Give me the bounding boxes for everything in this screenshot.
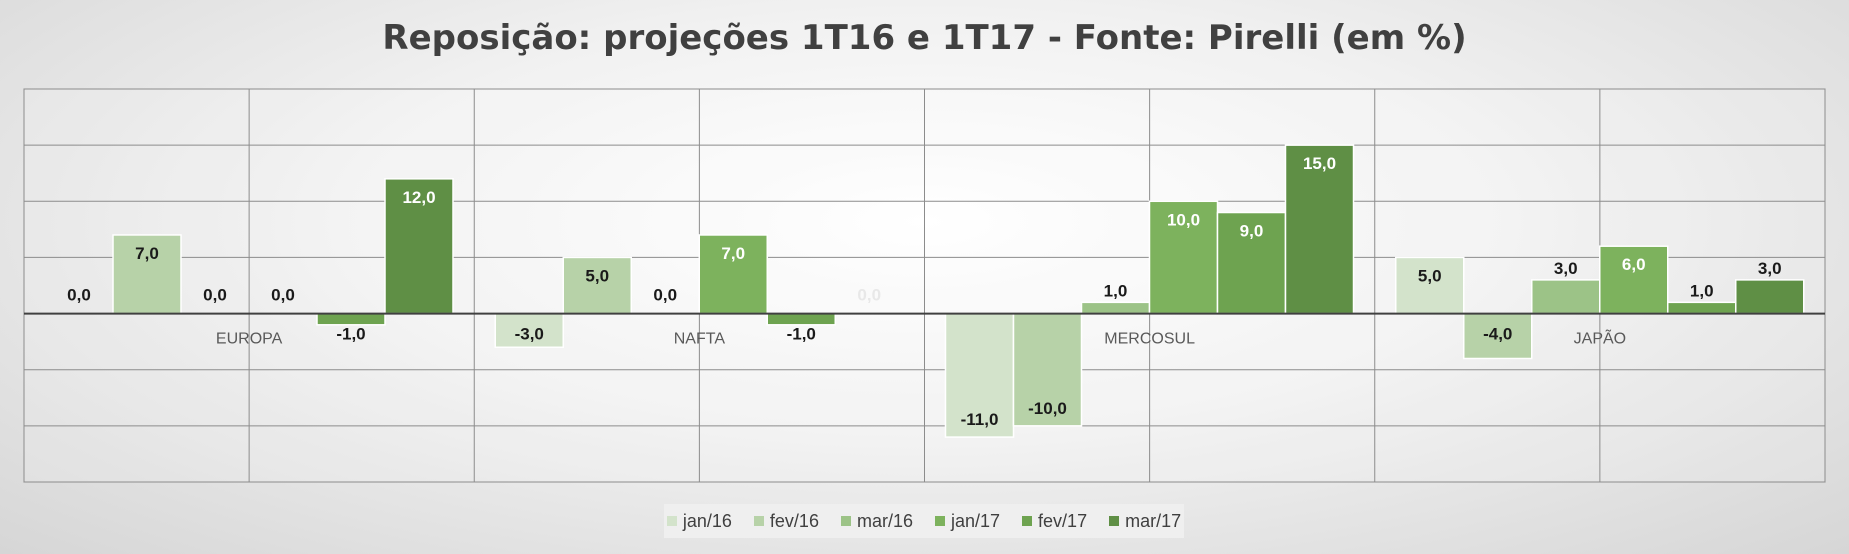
category-label-0: EUROPA (216, 331, 283, 348)
category-label-2: MERCOSUL (1104, 331, 1195, 348)
bar-jan-17-3 (1599, 245, 1669, 315)
data-label: 7,0 (135, 244, 159, 263)
data-label: -10,0 (1028, 399, 1067, 418)
bar-fev-17-0 (316, 312, 386, 326)
legend-swatch (1022, 516, 1033, 526)
bar-jan-17-1 (698, 234, 768, 315)
data-label: -1,0 (336, 325, 365, 344)
legend-label: jan/16 (682, 510, 732, 531)
legend-item: jan/16 (666, 510, 732, 532)
legend-swatch (1109, 516, 1120, 526)
legend-item: mar/16 (840, 510, 913, 532)
legend-label: mar/16 (856, 510, 913, 531)
bar-mar-17-2 (1284, 144, 1355, 315)
bar-fev-16-3 (1463, 312, 1533, 360)
data-label: 0,0 (653, 286, 677, 305)
data-label: 9,0 (1240, 222, 1264, 241)
legend-swatch (840, 516, 851, 526)
data-label: 0,0 (67, 286, 91, 305)
data-label: -3,0 (515, 325, 544, 344)
legend-label: jan/17 (951, 510, 1001, 531)
bar-fev-17-1 (766, 312, 836, 326)
data-label: 15,0 (1303, 154, 1336, 173)
data-label: 7,0 (721, 244, 745, 263)
legend-swatch (666, 516, 677, 526)
bar-mar-16-2 (1080, 301, 1151, 315)
data-label: 5,0 (1418, 266, 1442, 285)
bar-fev-17-2 (1216, 211, 1287, 315)
data-label: 1,0 (1104, 281, 1128, 300)
data-label: 3,0 (1758, 259, 1782, 278)
legend-item: jan/17 (935, 511, 1000, 532)
bar-fev-16-0 (112, 234, 182, 315)
legend-label: mar/17 (1125, 510, 1182, 531)
data-label: -11,0 (961, 410, 999, 429)
category-label-3: JAPÃO (1574, 328, 1626, 348)
category-label-1: NAFTA (674, 331, 726, 348)
data-label: 3,0 (1554, 259, 1578, 278)
data-label: 0,0 (857, 286, 881, 305)
bar-jan-16-2 (944, 312, 1015, 438)
data-label: 1,0 (1690, 281, 1714, 300)
data-label: -4,0 (1483, 325, 1512, 344)
data-label: 12,0 (402, 188, 435, 207)
bar-mar-17-3 (1735, 279, 1805, 315)
data-label: 10,0 (1167, 210, 1200, 229)
bar-mar-17-0 (384, 178, 454, 315)
legend-item: mar/17 (1109, 511, 1181, 532)
data-label: -1,0 (787, 325, 816, 344)
bar-jan-16-3 (1395, 256, 1465, 315)
bar-mar-16-3 (1531, 279, 1601, 315)
legend-label: fev/16 (769, 510, 819, 531)
legend-swatch (753, 516, 764, 526)
data-label: 0,0 (203, 286, 227, 305)
data-label: 0,0 (271, 286, 295, 305)
bar-fev-17-3 (1667, 301, 1737, 315)
legend-item: fev/17 (1022, 511, 1087, 532)
bar-jan-16-1 (494, 312, 564, 349)
bar-jan-17-2 (1148, 200, 1219, 315)
legend-label: fev/17 (1038, 510, 1088, 531)
data-label: 5,0 (585, 266, 609, 285)
data-label: 6,0 (1622, 255, 1646, 274)
chart-legend: jan/16 fev/16 mar/16 jan/17 fev/17 mar/17 (664, 504, 1184, 538)
legend-item: fev/16 (753, 510, 819, 532)
chart-title: Reposição: projeções 1T16 e 1T17 - Fonte… (382, 18, 1467, 58)
legend-swatch (935, 516, 945, 526)
bar-fev-16-2 (1012, 312, 1083, 427)
